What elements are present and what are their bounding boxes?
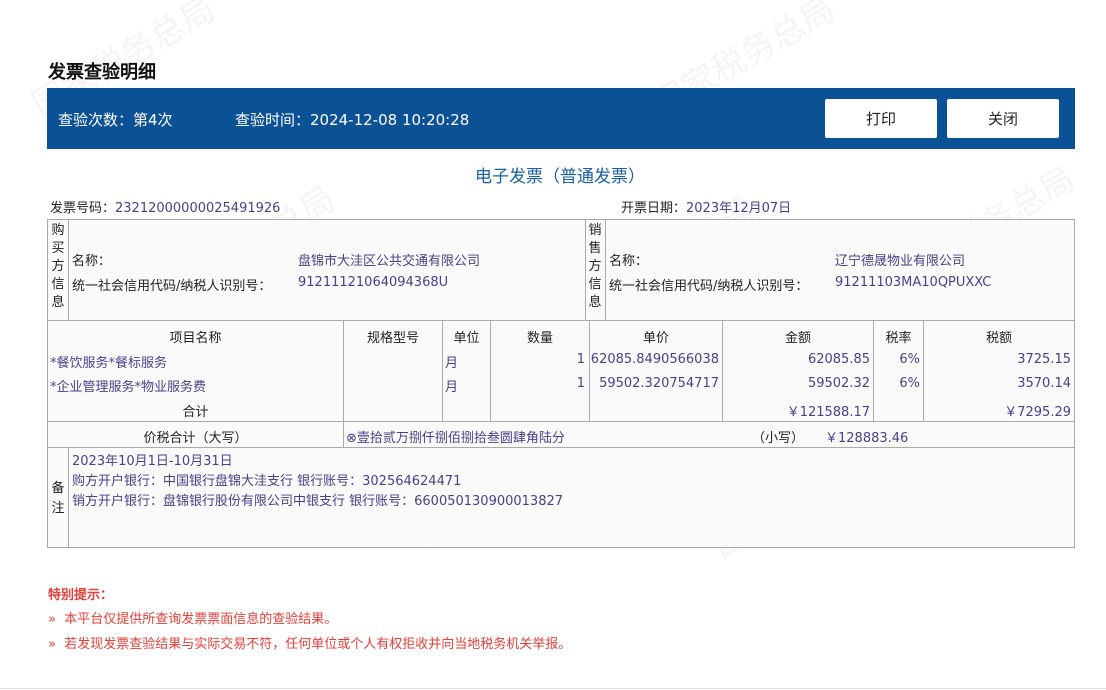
item-name: *餐饮服务*餐标服务 <box>50 356 168 371</box>
item-tax: 3570.14 <box>1017 376 1071 391</box>
buyer-name-label: 名称： <box>72 254 112 269</box>
item-amount: 62085.85 <box>807 352 870 367</box>
item-unit: 月 <box>445 356 459 371</box>
item-unit: 月 <box>445 380 459 395</box>
header-bar: 查验次数：第4次 查验时间：2024-12-08 10:20:28 打印 关闭 <box>47 88 1075 149</box>
item-rate: 6% <box>899 376 920 391</box>
grand-total-small: ￥128883.46 <box>825 431 909 446</box>
buyer-id-label: 统一社会信用代码/纳税人识别号： <box>72 279 272 294</box>
invoice-type-title: 电子发票（普通发票） <box>475 167 645 187</box>
invoice-number: 发票号码：23212000000025491926 <box>50 197 280 216</box>
notice-text: 本平台仅提供所查询发票票面信息的查验结果。 <box>64 612 338 627</box>
notice-item: » 若发现发票查验结果与实际交易不符，任何单位或个人有权拒收并向当地税务机关举报… <box>48 633 571 652</box>
seller-name: 辽宁德晟物业有限公司 <box>835 254 966 269</box>
header-unit: 单位 <box>453 331 480 346</box>
buyer-info-cell <box>68 219 586 321</box>
header-amount: 金额 <box>784 331 811 346</box>
col-price <box>589 320 723 422</box>
notice-title: 特别提示： <box>48 588 114 603</box>
header-rate: 税率 <box>885 331 912 346</box>
notice-text: 若发现发票查验结果与实际交易不符，任何单位或个人有权拒收并向当地税务机关举报。 <box>64 637 572 652</box>
header-price: 单价 <box>642 331 669 346</box>
close-button[interactable]: 关闭 <box>947 99 1059 138</box>
check-count: 查验次数：第4次 <box>58 111 173 129</box>
item-price: 62085.8490566038 <box>590 352 719 367</box>
grand-total-upper: ⊗壹拾贰万捌仟捌佰捌拾叁圆肆角陆分 <box>346 431 565 446</box>
item-tax: 3725.15 <box>1017 352 1071 367</box>
item-amount: 59502.32 <box>807 376 870 391</box>
header-tax: 税额 <box>985 331 1012 346</box>
remark-line: 2023年10月1日-10月31日 <box>72 454 233 469</box>
page-title: 发票查验明细 <box>48 62 156 83</box>
col-amount <box>722 320 874 422</box>
bullet-icon: » <box>48 612 56 627</box>
buyer-id: 91211121064094368U <box>298 275 449 290</box>
invoice-number-value: 23212000000025491926 <box>115 201 281 216</box>
header-qty: 数量 <box>526 331 553 346</box>
col-name <box>47 320 344 422</box>
item-rate: 6% <box>899 352 920 367</box>
bullet-icon: » <box>48 637 56 652</box>
seller-section-label: 销售方信息 <box>588 223 602 310</box>
header-name: 项目名称 <box>169 331 222 346</box>
col-rate <box>873 320 924 422</box>
print-button[interactable]: 打印 <box>825 99 937 138</box>
notice-item: » 本平台仅提供所查询发票票面信息的查验结果。 <box>48 608 337 627</box>
remarks-label: 备注 <box>51 481 65 516</box>
grand-value-cell <box>343 421 1075 448</box>
buyer-name: 盘锦市大洼区公共交通有限公司 <box>298 254 481 269</box>
invoice-date-label: 开票日期： <box>621 201 687 216</box>
item-qty: 1 <box>576 376 585 391</box>
check-time: 查验时间：2024-12-08 10:20:28 <box>235 111 470 129</box>
grand-label-cell <box>47 421 344 448</box>
buyer-section-label: 购买方信息 <box>51 223 65 310</box>
seller-name-label: 名称： <box>609 254 649 269</box>
seller-info-cell <box>605 219 1075 321</box>
invoice-date: 开票日期：2023年12月07日 <box>621 197 791 216</box>
header-spec: 规格型号 <box>366 331 419 346</box>
item-qty: 1 <box>576 352 585 367</box>
item-name: *企业管理服务*物业服务费 <box>50 380 207 395</box>
seller-id-label: 统一社会信用代码/纳税人识别号： <box>609 279 809 294</box>
col-tax <box>923 320 1075 422</box>
total-label: 合计 <box>182 405 209 420</box>
footer-divider <box>0 688 1106 689</box>
total-tax: ￥7295.29 <box>1004 405 1071 420</box>
item-price: 59502.320754717 <box>599 376 719 391</box>
invoice-number-label: 发票号码： <box>50 201 116 216</box>
remark-line: 销方开户银行：盘锦银行股份有限公司中银支行 银行账号：6600501309000… <box>72 494 564 509</box>
grand-total-label: 价税合计（大写） <box>143 431 248 446</box>
remark-line: 购方开户银行：中国银行盘锦大洼支行 银行账号：302564624471 <box>72 474 462 489</box>
total-amount: ￥121588.17 <box>786 405 870 420</box>
invoice-date-value: 2023年12月07日 <box>686 201 792 216</box>
grand-total-small-label: （小写） <box>752 431 805 446</box>
remarks-cell <box>68 447 1075 548</box>
seller-id: 91211103MA10QPUXXC <box>835 275 992 290</box>
